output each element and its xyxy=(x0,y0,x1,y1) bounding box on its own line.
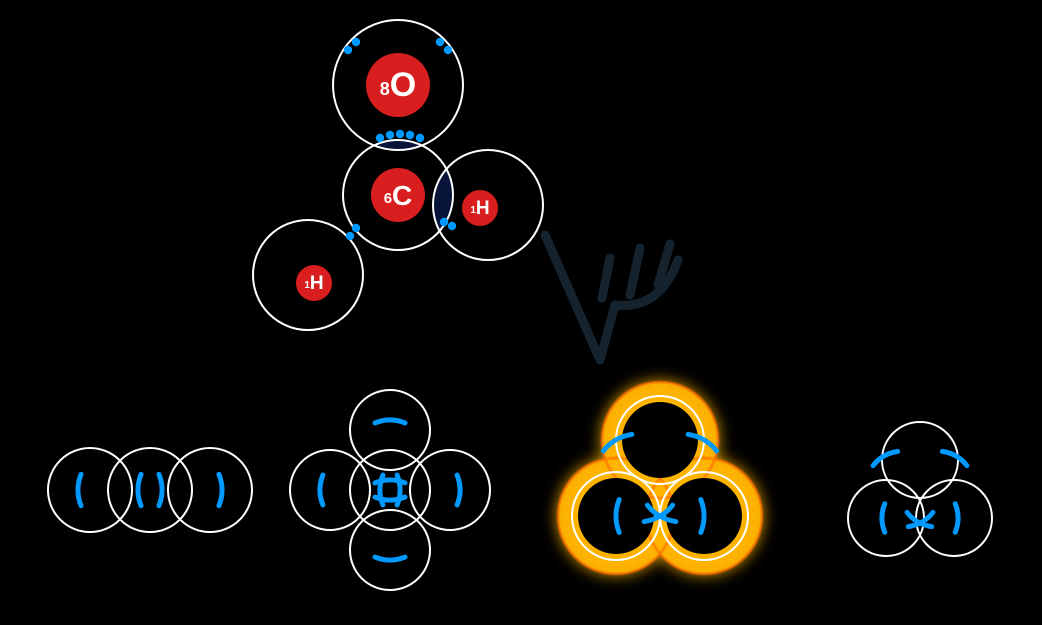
option-trefoil-3[interactable] xyxy=(558,382,762,574)
option-cross-5-circle-0 xyxy=(350,450,430,530)
option-cross-5[interactable] xyxy=(290,390,490,590)
option-cross-5-bond-3 xyxy=(375,480,405,483)
element-symbol: O xyxy=(390,66,416,104)
electron-c-o-double-1 xyxy=(386,131,394,139)
option-linear-3-bond-1 xyxy=(219,474,222,505)
cursor-hand-icon xyxy=(545,235,678,360)
option-cross-5-bond-1 xyxy=(457,475,460,505)
lonepair-oxygen-0a xyxy=(344,46,352,54)
option-cross-5-circle-2 xyxy=(350,510,430,590)
option-cross-5-circle-4 xyxy=(410,450,490,530)
electron-c-o-double-0 xyxy=(376,134,384,142)
electron-c-h-right-0 xyxy=(440,218,448,226)
atomic-number: 6 xyxy=(384,190,392,207)
electron-c-o-double-4 xyxy=(416,134,424,142)
option-triangle-3-circle-0 xyxy=(882,422,958,498)
lonepair-oxygen-1a xyxy=(436,38,444,46)
electron-c-o-double-3 xyxy=(406,131,414,139)
option-linear-3[interactable] xyxy=(48,448,252,532)
electron-c-h-left-1 xyxy=(346,232,354,240)
atomic-number: 8 xyxy=(380,79,390,99)
molecule-formaldehyde: 8O 6C 1H 1H xyxy=(253,20,543,330)
option-linear-3-bond-0 xyxy=(159,474,162,505)
electron-c-h-right-1 xyxy=(448,222,456,230)
element-symbol: C xyxy=(392,180,412,211)
option-cross-5-circle-3 xyxy=(290,450,370,530)
element-symbol: H xyxy=(310,273,324,294)
nucleus-carbon: 6C xyxy=(371,168,425,222)
element-symbol: H xyxy=(476,198,490,219)
option-linear-3-circle-2 xyxy=(168,448,252,532)
option-cross-5-bond-2 xyxy=(375,497,405,500)
option-cross-5-circle-1 xyxy=(350,390,430,470)
option-triangle-3[interactable] xyxy=(848,422,992,556)
option-triangle-3-bond-2 xyxy=(955,504,958,532)
electron-c-o-double-2 xyxy=(396,130,404,138)
lonepair-oxygen-1b xyxy=(444,46,452,54)
nucleus-hydrogen-right: 1H xyxy=(462,190,498,226)
nucleus-oxygen: 8O xyxy=(366,53,430,117)
electron-c-h-left-0 xyxy=(352,224,360,232)
nucleus-hydrogen-left: 1H xyxy=(296,265,332,301)
lonepair-oxygen-0b xyxy=(352,38,360,46)
